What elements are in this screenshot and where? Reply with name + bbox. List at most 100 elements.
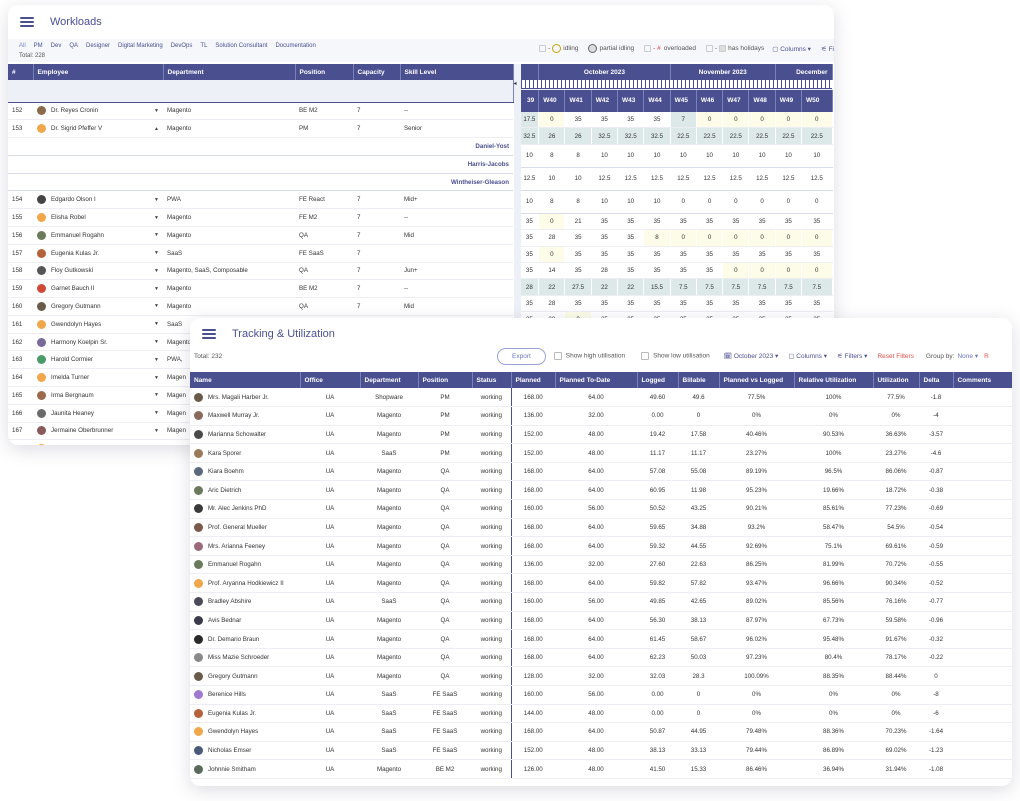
week-hours[interactable]: 35 — [643, 262, 671, 280]
table-row[interactable]: 157 Eugenia Kulas Jr. ▼ SaaS FE SaaS 7 — [8, 244, 513, 263]
filter-designer[interactable]: Designer — [86, 43, 111, 49]
week-hours[interactable]: 35 — [617, 213, 645, 231]
comments[interactable] — [953, 518, 1012, 538]
week-hours[interactable]: 0 — [696, 111, 724, 129]
week-hours[interactable]: 0 — [748, 190, 776, 214]
week-hours[interactable]: 35 — [564, 111, 592, 129]
table-row[interactable]: Kiara Boehm UA Magento QA working 168.00 64.00… — [190, 462, 1012, 482]
week-hours[interactable]: 10 — [617, 144, 645, 168]
week-hours[interactable]: 0 — [775, 229, 803, 247]
table-row[interactable]: 155 Elisha Robel ▼ Magento FE M2 7 -- — [8, 208, 513, 227]
week-hours[interactable]: 35 — [801, 213, 833, 231]
week-hours[interactable]: 0 — [538, 246, 566, 263]
week-hours[interactable]: 35 — [520, 213, 540, 231]
filter-solution-consultant[interactable]: Solution Consultant — [215, 43, 268, 49]
filters-button[interactable]: ⚟ Filters ▾ — [837, 353, 868, 360]
week-hours[interactable]: 8 — [538, 190, 566, 214]
comments[interactable] — [953, 406, 1012, 426]
name-cell[interactable]: Avis Bednar — [190, 611, 300, 631]
week-hours[interactable]: 10 — [801, 144, 833, 168]
week-hours[interactable]: 0 — [801, 229, 833, 247]
employee-cell[interactable]: Elisha Robel ▼ — [33, 208, 163, 227]
week-hours[interactable]: 12.5 — [643, 167, 671, 191]
chevron-down-icon[interactable]: ▼ — [154, 356, 159, 363]
week-hours[interactable]: 0 — [696, 190, 724, 214]
col-utilization[interactable]: Utilization — [873, 372, 920, 388]
employee-cell[interactable]: Dr. Reyes Cronin ▼ — [33, 102, 163, 121]
week-hours[interactable]: 35 — [669, 246, 697, 263]
week-hours[interactable]: 35 — [722, 295, 750, 313]
week-hours[interactable]: 35 — [669, 262, 697, 280]
name-cell[interactable]: Dr. Demario Braun — [190, 629, 300, 649]
table-row[interactable]: Aric Dietrich UA Magento QA working 168.00 64.… — [190, 480, 1012, 501]
week-hours[interactable]: 35 — [617, 295, 645, 313]
week-hours[interactable]: 0 — [775, 190, 803, 214]
week-hours[interactable]: 10 — [696, 144, 724, 168]
week-hours[interactable]: 35 — [696, 246, 724, 263]
table-row[interactable]: Eugenia Kulas Jr. UA SaaS FE SaaS working 144… — [190, 704, 1012, 724]
menu-icon[interactable] — [20, 17, 34, 27]
table-row[interactable]: 160 Gregory Gutmann ▼ Magento QA 7 Mid — [8, 297, 513, 316]
week-hours[interactable]: 35 — [591, 246, 619, 263]
week-hours[interactable]: 28 — [538, 229, 566, 247]
period-select[interactable]: 🗓 October 2023 ▾ — [723, 353, 779, 360]
table-row[interactable]: 159 Garnet Bauch II ▼ Magento BE M2 7 -- — [8, 279, 513, 299]
name-cell[interactable]: Bradley Abshire — [190, 592, 300, 612]
week-hours[interactable]: 7.5 — [775, 278, 803, 296]
filter-tl[interactable]: TL — [200, 43, 208, 49]
week-hours[interactable]: 28 — [591, 262, 619, 280]
columns-button[interactable]: ▢ Columns ▾ — [772, 45, 811, 53]
employee-cell[interactable]: Edgardo Olson I ▼ — [33, 190, 163, 210]
filter-documentation[interactable]: Documentation — [275, 43, 316, 49]
comments[interactable] — [953, 666, 1012, 686]
week-hours[interactable]: 35 — [748, 213, 776, 231]
employee-cell[interactable]: Gwendolyn Hayes ▼ — [33, 315, 163, 334]
week-hours[interactable]: 35 — [643, 111, 671, 129]
week-hours[interactable]: 22.5 — [696, 127, 724, 145]
week-hours[interactable]: 10 — [538, 167, 566, 191]
col-position[interactable]: Position — [418, 372, 473, 388]
week-hours[interactable]: 10 — [617, 190, 645, 214]
chevron-down-icon[interactable]: ▼ — [154, 196, 159, 203]
comments[interactable] — [953, 592, 1012, 612]
filter-pm[interactable]: PM — [33, 43, 43, 49]
week-hours[interactable]: 22.5 — [669, 127, 697, 145]
project-name[interactable]: Daniel-Yost — [8, 137, 513, 156]
col-comments[interactable]: Comments — [953, 372, 1012, 388]
name-cell[interactable]: Berenice Hills — [190, 685, 300, 705]
week-hours[interactable]: 22.5 — [748, 127, 776, 145]
week-hours[interactable]: 12.5 — [670, 167, 697, 191]
table-row[interactable]: 153 Dr. Sigrid Pfeffer V ▲ Magento PM 7 Senior — [8, 119, 513, 139]
employee-cell[interactable]: Jerod Ryan▼ — [33, 439, 163, 445]
week-hours[interactable]: 21 — [564, 213, 592, 231]
week-hours[interactable]: 10 — [591, 144, 619, 168]
week-hours[interactable]: 35 — [748, 295, 776, 313]
chevron-down-icon[interactable]: ▼ — [154, 267, 159, 274]
table-row[interactable]: Prof. General Mueller UA Magento QA working 1… — [190, 518, 1012, 538]
week-hours[interactable]: 35 — [520, 295, 540, 313]
name-cell[interactable]: Miss Mazie Schroeder — [190, 648, 300, 668]
week-hours[interactable]: 35 — [643, 295, 671, 313]
employee-cell[interactable]: Floy Gutkowski ▼ — [33, 262, 163, 281]
col-billable[interactable]: Billable — [678, 372, 720, 388]
week-hours[interactable]: 0 — [722, 229, 750, 247]
employee-cell[interactable]: Dr. Sigrid Pfeffer V ▲ — [33, 119, 163, 139]
week-hours[interactable]: 10 — [670, 144, 697, 168]
week-hours[interactable]: 7.5 — [696, 278, 724, 296]
collapse-arrow[interactable]: ◂ — [513, 64, 521, 445]
chevron-down-icon[interactable]: ▼ — [154, 339, 159, 346]
week-hours[interactable]: 35 — [520, 229, 540, 247]
chevron-down-icon[interactable]: ▼ — [154, 250, 159, 257]
week-hours[interactable]: 32.5 — [591, 127, 619, 145]
week-hours[interactable]: 7.5 — [748, 278, 776, 296]
week-hours[interactable]: 35 — [696, 295, 724, 313]
col-planned[interactable]: Planned — [510, 372, 556, 388]
week-hours[interactable]: 0 — [775, 111, 803, 129]
week-hours[interactable]: 35 — [617, 111, 645, 129]
week-hours[interactable]: 12.5 — [520, 167, 540, 191]
name-cell[interactable]: Maxwell Murray Jr. — [190, 406, 300, 426]
week-hours[interactable]: 35 — [564, 246, 592, 263]
chevron-down-icon[interactable]: ▼ — [154, 427, 159, 434]
name-cell[interactable]: Mr. Alec Jenkins PhD — [190, 499, 300, 519]
week-hours[interactable]: 35 — [564, 295, 592, 313]
